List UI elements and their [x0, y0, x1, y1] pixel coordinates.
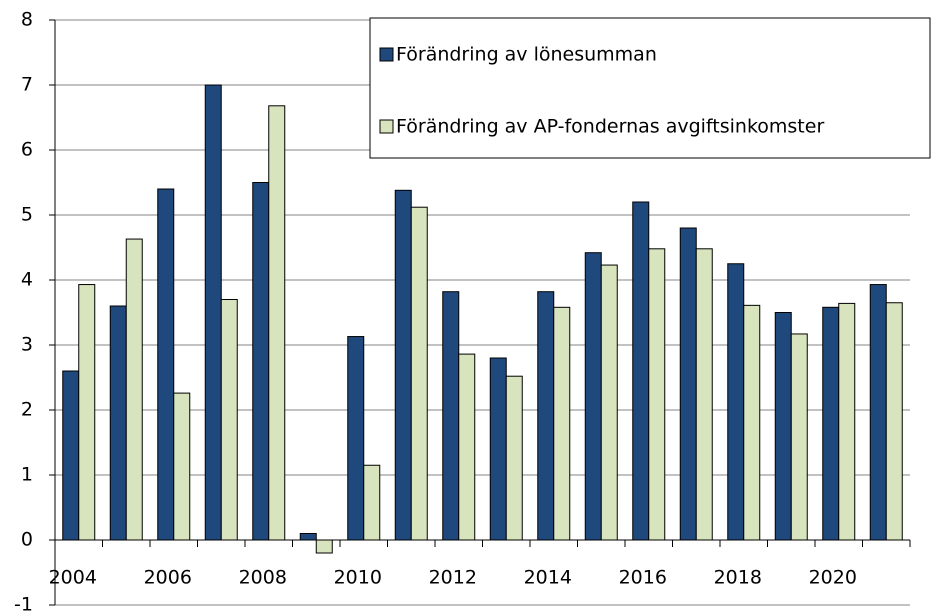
bar [204, 84, 222, 541]
y-tick-label: 3 [21, 334, 33, 356]
bar [442, 291, 460, 541]
bar [458, 353, 476, 541]
bar [78, 284, 96, 541]
bar [347, 336, 365, 541]
legend-box [369, 17, 931, 159]
bar [252, 182, 270, 541]
x-tick-label: 2020 [809, 567, 857, 589]
bar [363, 464, 381, 541]
bar [632, 201, 650, 541]
bar [299, 533, 317, 541]
x-tick-label: 2014 [524, 567, 572, 589]
bar [648, 248, 666, 541]
x-tick-label: 2004 [49, 567, 97, 589]
bar [695, 248, 713, 541]
x-tick-label: 2012 [429, 567, 477, 589]
legend-label: Förändring av lönesumman [396, 44, 657, 66]
x-tick-label: 2008 [239, 567, 287, 589]
bar [268, 105, 286, 541]
bar [410, 206, 428, 541]
bar [537, 291, 555, 541]
y-tick-label: 7 [21, 74, 33, 96]
bar [109, 305, 127, 541]
bar [489, 357, 507, 541]
bar [125, 238, 143, 541]
bar [394, 189, 412, 541]
y-tick-label: 6 [21, 139, 33, 161]
bar [505, 375, 523, 541]
bar [822, 306, 840, 541]
x-tick-label: 2006 [144, 567, 192, 589]
bar [553, 306, 571, 541]
bar [727, 263, 745, 541]
bar [790, 333, 808, 541]
bar [220, 299, 238, 541]
y-tick-label: 1 [21, 464, 33, 486]
y-tick-label: 0 [21, 529, 33, 551]
x-tick-label: 2010 [334, 567, 382, 589]
y-tick-label: 2 [21, 399, 33, 421]
bar [774, 312, 792, 541]
bar [838, 302, 856, 541]
legend-swatch [379, 119, 394, 134]
y-tick-label: 4 [21, 269, 33, 291]
bar [600, 264, 618, 541]
bar [869, 284, 887, 541]
bar [743, 304, 761, 541]
bar [173, 392, 191, 541]
y-tick-label: -1 [14, 594, 33, 613]
legend-label: Förändring av AP-fondernas avgiftsinkoms… [396, 116, 824, 138]
bar [584, 252, 602, 541]
bar [62, 370, 80, 541]
bar [885, 302, 903, 541]
y-tick-label: 5 [21, 204, 33, 226]
bar [315, 539, 333, 554]
x-tick-label: 2016 [619, 567, 667, 589]
bar [157, 188, 175, 541]
bar [679, 227, 697, 541]
y-tick-label: 8 [21, 9, 33, 31]
legend-swatch [379, 47, 394, 62]
x-tick-label: 2018 [714, 567, 762, 589]
